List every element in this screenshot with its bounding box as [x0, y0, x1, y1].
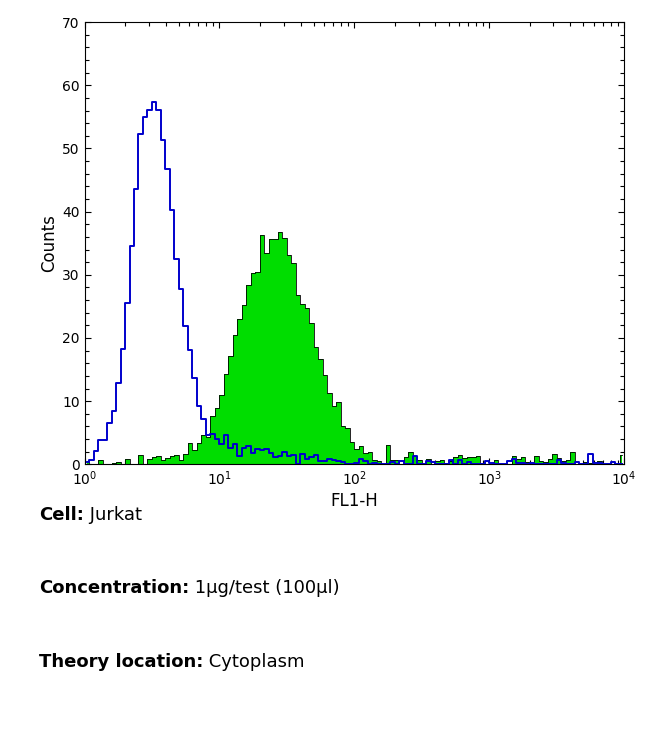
- Text: Cytoplasm: Cytoplasm: [203, 653, 305, 671]
- Y-axis label: Counts: Counts: [40, 214, 58, 272]
- Text: Jurkat: Jurkat: [84, 506, 142, 523]
- Text: 1μg/test (100μl): 1μg/test (100μl): [189, 579, 340, 597]
- Text: Theory location: Cytoplasm: Theory location: Cytoplasm: [39, 653, 287, 671]
- Text: Concentration:: Concentration:: [39, 579, 189, 597]
- X-axis label: FL1-H: FL1-H: [330, 492, 378, 510]
- Text: Concentration: 1μg/test (100μl): Concentration: 1μg/test (100μl): [39, 579, 323, 597]
- Text: Theory location:: Theory location:: [39, 653, 203, 671]
- Text: Cell: Jurkat: Cell: Jurkat: [39, 506, 137, 523]
- Text: Cell:: Cell:: [39, 506, 84, 523]
